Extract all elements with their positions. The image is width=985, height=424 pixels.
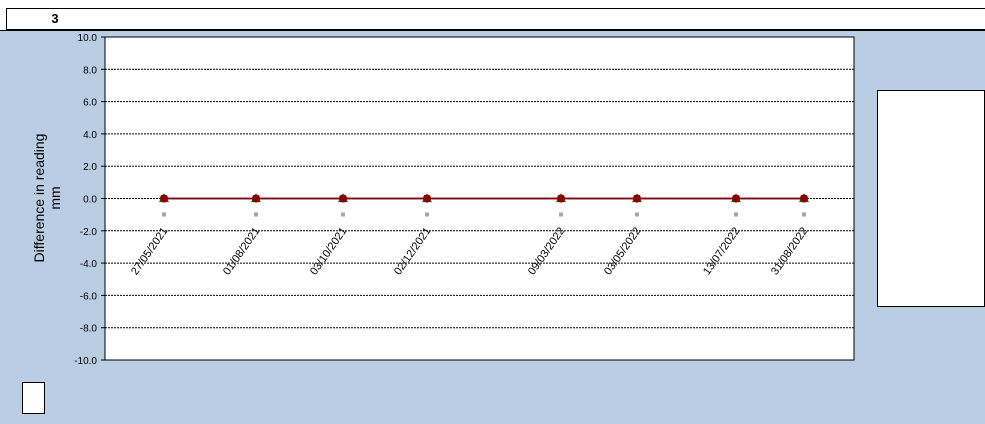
data-point — [160, 194, 168, 203]
data-point — [559, 212, 563, 217]
y-tick-label: 2.0 — [83, 162, 97, 173]
y-tick-label: 6.0 — [83, 98, 97, 109]
blank-input-box[interactable] — [22, 382, 45, 414]
y-tick-label: 10.0 — [78, 33, 98, 44]
data-point — [800, 194, 808, 203]
data-point — [341, 212, 345, 217]
data-point — [633, 194, 641, 203]
blank-cell[interactable] — [103, 8, 985, 30]
data-point — [162, 212, 166, 217]
data-point — [635, 212, 639, 217]
data-point — [732, 194, 740, 203]
data-point — [557, 194, 565, 203]
data-point — [423, 194, 431, 203]
y-tick-label: 4.0 — [83, 130, 97, 141]
series-5 — [160, 194, 808, 203]
y-tick-label: -4.0 — [80, 259, 98, 270]
data-point — [802, 212, 806, 217]
y-tick-label: 0.0 — [83, 195, 97, 206]
spreadsheet-header-row: 3 — [0, 0, 985, 31]
chart-legend — [877, 90, 985, 307]
data-point — [254, 212, 258, 217]
data-point — [425, 212, 429, 217]
y-tick-label: -10.0 — [74, 356, 97, 367]
y-tick-label: -8.0 — [80, 324, 98, 335]
y-axis-title: Difference in readingmm — [31, 134, 63, 263]
data-point — [734, 212, 738, 217]
y-tick-label: 8.0 — [83, 65, 97, 76]
y-tick-label: -6.0 — [80, 291, 98, 302]
data-point — [252, 194, 260, 203]
series-0 — [162, 212, 806, 217]
data-point — [339, 194, 347, 203]
y-tick-label: -2.0 — [80, 227, 98, 238]
